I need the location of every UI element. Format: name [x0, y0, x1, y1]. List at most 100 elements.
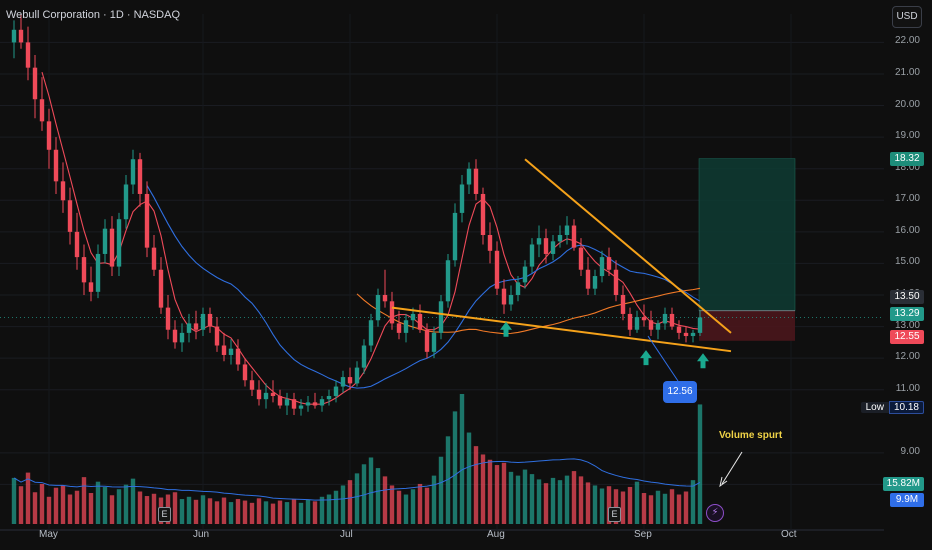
- volume-bar: [557, 480, 563, 524]
- volume-bar: [53, 487, 59, 524]
- candle-body: [585, 269, 591, 289]
- candle-body: [613, 269, 619, 295]
- volume-bar: [256, 498, 262, 524]
- volume-bar: [172, 492, 178, 524]
- candle-body: [501, 288, 507, 305]
- candle-body: [319, 399, 325, 406]
- candle-body: [284, 399, 290, 406]
- volume-bar: [648, 495, 654, 524]
- volume-bar: [389, 485, 395, 524]
- candle-body: [669, 313, 675, 327]
- candle-body: [648, 320, 654, 330]
- earnings-marker-icon[interactable]: E: [158, 507, 171, 522]
- volume-bar: [179, 499, 185, 524]
- volume-bar: [452, 411, 458, 524]
- price-axis-label: 22.00: [894, 35, 920, 47]
- candle-body: [123, 184, 129, 220]
- candle-body: [172, 329, 178, 343]
- volume-bar: [536, 479, 542, 524]
- candle-body: [333, 386, 339, 397]
- candle-body: [144, 193, 150, 248]
- candle-body: [74, 231, 80, 258]
- time-axis-label: Sep: [634, 529, 652, 540]
- candle-body: [165, 307, 171, 330]
- candle-body: [235, 348, 241, 365]
- volume-bar: [305, 499, 311, 524]
- up-arrow-icon: [640, 350, 652, 366]
- annotation-pointer: [721, 451, 743, 485]
- candle-body: [298, 405, 304, 409]
- candle-body: [382, 294, 388, 302]
- candle-body: [417, 313, 423, 330]
- candle-body: [186, 323, 192, 333]
- volume-bar: [312, 501, 318, 524]
- low-callout-label[interactable]: 12.56: [663, 381, 697, 403]
- volume-spurt-annotation: Volume spurt: [719, 430, 783, 441]
- candle-body: [396, 323, 402, 333]
- volume-bar: [319, 496, 325, 524]
- volume-bar: [88, 493, 94, 524]
- price-axis-label: 16.00: [894, 224, 920, 236]
- volume-bar: [564, 475, 570, 524]
- volume-bar: [25, 472, 31, 524]
- volume-bar: [137, 491, 143, 524]
- candle-body: [536, 238, 542, 245]
- candle-body: [564, 225, 570, 236]
- candle-body: [102, 228, 108, 254]
- volume-bar: [368, 457, 374, 524]
- price-axis-label: 11.00: [895, 382, 920, 394]
- volume-bar: [466, 432, 472, 524]
- candle-body: [571, 225, 577, 248]
- volume-bar: [690, 480, 696, 524]
- earnings-marker-icon[interactable]: E: [608, 507, 621, 522]
- lightning-icon[interactable]: ⚡: [706, 504, 724, 522]
- volume-bar: [123, 484, 129, 524]
- volume-bar: [599, 488, 605, 524]
- volume-bar: [326, 494, 332, 524]
- volume-bar: [221, 497, 227, 524]
- candle-body: [60, 181, 66, 201]
- candle-body: [270, 392, 276, 397]
- candle-body: [494, 250, 500, 289]
- candle-body: [438, 301, 444, 333]
- candle-body: [340, 377, 346, 387]
- candle-body: [676, 326, 682, 333]
- volume-bar: [46, 496, 52, 524]
- candle-body: [312, 402, 318, 406]
- volume-bar: [74, 490, 80, 524]
- volume-bar: [116, 489, 122, 524]
- candle-body: [256, 389, 262, 400]
- candle-body: [326, 396, 332, 400]
- moving-average-line: [41, 71, 701, 405]
- volume-average-line: [13, 458, 701, 501]
- current-price-tag: 13.29: [890, 307, 924, 321]
- price-axis-label: 19.00: [894, 130, 920, 142]
- candle-body: [620, 294, 626, 314]
- price-axis-label: 20.00: [894, 98, 920, 110]
- candle-body: [662, 313, 668, 324]
- volume-bar: [473, 446, 479, 524]
- volume-bar: [529, 474, 535, 524]
- volume-bar: [697, 404, 703, 524]
- low-price-tag: Low 10.18: [860, 401, 924, 415]
- up-arrow-icon: [697, 353, 709, 369]
- volume-bar: [627, 486, 633, 524]
- cursor-price-tag: 13.50: [890, 290, 924, 304]
- currency-selector[interactable]: USD: [892, 6, 922, 28]
- volume-bar: [263, 501, 269, 524]
- chart-title: Webull Corporation · 1D · NASDAQ: [6, 9, 181, 21]
- candle-body: [25, 42, 31, 68]
- candle-body: [606, 257, 612, 270]
- volume-bar: [109, 495, 115, 524]
- volume-bar: [18, 486, 24, 524]
- volume-bar: [235, 499, 241, 524]
- volume-bar: [67, 494, 73, 524]
- volume-bar: [95, 481, 101, 524]
- candle-body: [487, 235, 493, 251]
- volume-bar: [11, 477, 17, 524]
- volume-bar: [592, 485, 598, 524]
- time-axis-label: Jun: [193, 529, 210, 540]
- up-arrow-icon: [500, 321, 512, 337]
- candle-body: [655, 323, 661, 330]
